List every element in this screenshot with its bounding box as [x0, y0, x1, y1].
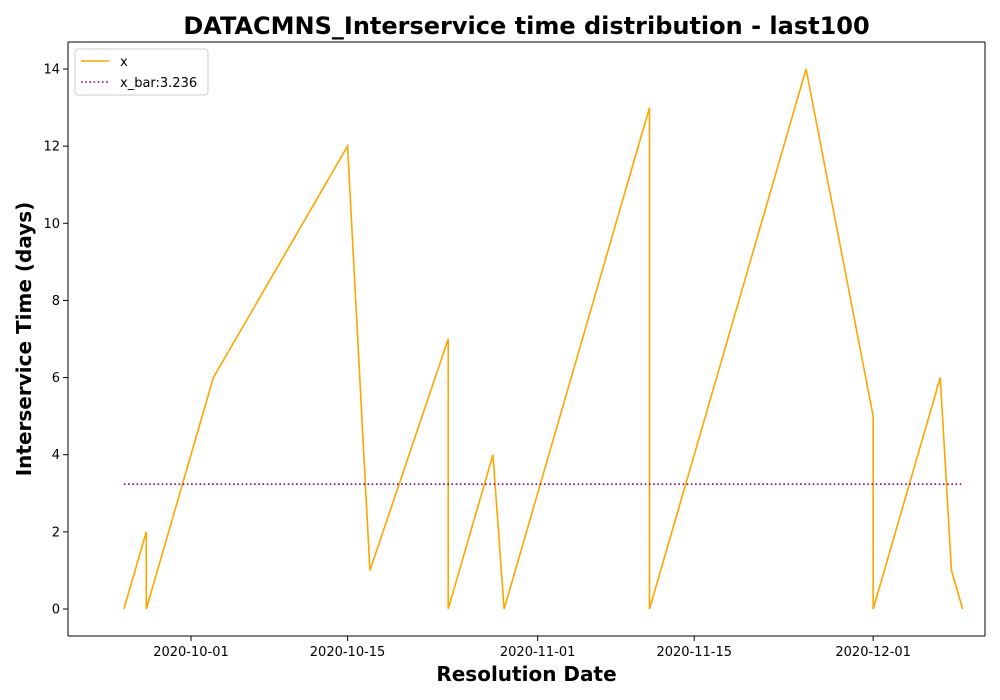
legend: x x_bar:3.236 — [74, 48, 209, 96]
plot-area — [68, 42, 985, 636]
y-tick-label: 10 — [43, 217, 60, 232]
legend-label-x-bar: x_bar:3.236 — [120, 76, 197, 91]
y-tick-label: 0 — [52, 603, 60, 618]
y-tick-label: 14 — [43, 63, 60, 78]
x-tick-label: 2020-10-01 — [153, 645, 229, 660]
axes-frame — [67, 41, 986, 637]
y-tick-label: 4 — [52, 448, 60, 463]
legend-label-x: x — [120, 55, 128, 70]
x-axis-label: Resolution Date — [436, 662, 616, 686]
chart-title: DATACMNS_Interservice time distribution … — [183, 12, 869, 40]
y-axis-label: Interservice Time (days) — [12, 202, 36, 477]
series-line-x — [123, 68, 964, 610]
y-tick-label: 6 — [52, 371, 60, 386]
y-tick-label: 8 — [52, 294, 60, 309]
x-tick-label: 2020-10-15 — [310, 645, 386, 660]
y-tick-label: 2 — [52, 525, 60, 540]
y-tick-label: 12 — [43, 140, 60, 155]
x-tick-label: 2020-11-15 — [656, 645, 732, 660]
x-tick-label: 2020-11-01 — [500, 645, 576, 660]
x-tick-label: 2020-12-01 — [835, 645, 911, 660]
